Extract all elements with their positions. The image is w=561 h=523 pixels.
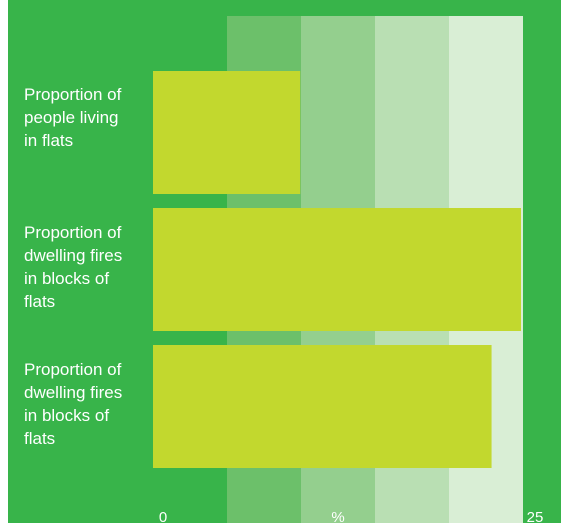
category-labels: Proportion of people living in flats Propor… — [24, 85, 122, 448]
x-axis-ticks: 0% 25 — [159, 509, 544, 523]
category-label: Proportion of people living in flats — [24, 85, 122, 150]
category-label: Proportion of dwelling fires in blocks of f… — [24, 223, 122, 311]
bars-group — [153, 71, 521, 468]
bar — [153, 208, 521, 331]
bar — [153, 71, 301, 194]
x-axis-unit: % — [331, 509, 344, 523]
x-tick-min: 0 — [159, 509, 167, 523]
bar — [153, 345, 492, 468]
x-tick-max: 25 — [527, 509, 544, 523]
category-label: Proportion of dwelling fires in blocks of f… — [24, 360, 122, 448]
